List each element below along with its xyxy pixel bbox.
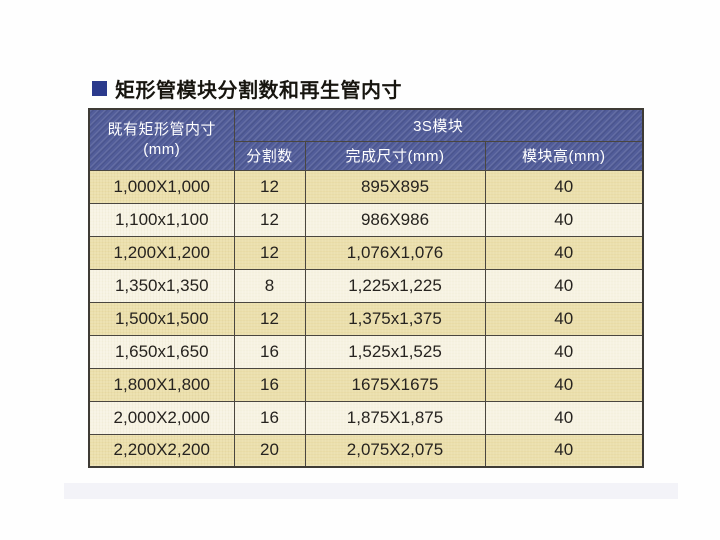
table-row: 1,100x1,100 12 986X986 40 — [88, 202, 644, 237]
cell-size: 1,000X1,000 — [88, 169, 235, 204]
cell-finished: 1,525x1,525 — [304, 334, 486, 369]
cell-height: 40 — [484, 235, 644, 270]
cell-divisions: 20 — [233, 433, 306, 468]
header-existing-size-line1: 既有矩形管内寸 — [107, 120, 216, 138]
cell-height: 40 — [484, 169, 644, 204]
module-division-table: 既有矩形管内寸 (mm) 3S模块 分割数 完成尺寸(mm) 模块高(mm) 1… — [88, 108, 645, 468]
table-header-row-sub: 分割数 完成尺寸(mm) 模块高(mm) — [89, 140, 644, 171]
header-divisions: 分割数 — [233, 140, 306, 171]
header-finished-size: 完成尺寸(mm) — [304, 140, 486, 171]
cell-finished: 986X986 — [304, 202, 486, 237]
table-row: 1,350x1,350 8 1,225x1,225 40 — [88, 268, 644, 303]
header-existing-size: 既有矩形管内寸 (mm) — [88, 108, 235, 171]
table-header-row-group: 既有矩形管内寸 (mm) 3S模块 — [88, 108, 644, 171]
cell-finished: 1,375x1,375 — [304, 301, 486, 336]
cell-size: 1,500x1,500 — [88, 301, 235, 336]
cell-finished: 2,075X2,075 — [304, 433, 486, 468]
table-row: 1,000X1,000 12 895X895 40 — [88, 169, 644, 204]
header-module-height: 模块高(mm) — [484, 140, 644, 171]
cell-divisions: 12 — [233, 202, 306, 237]
table-row: 2,200X2,200 20 2,075X2,075 40 — [88, 433, 644, 468]
cell-divisions: 12 — [233, 301, 306, 336]
cell-size: 1,350x1,350 — [88, 268, 235, 303]
page-title: 矩形管模块分割数和再生管内寸 — [92, 74, 402, 103]
cell-divisions: 12 — [233, 235, 306, 270]
cell-size: 1,800X1,800 — [88, 367, 235, 402]
cell-divisions: 16 — [233, 367, 306, 402]
table-row: 1,200X1,200 12 1,076X1,076 40 — [88, 235, 644, 270]
cell-finished: 1,875X1,875 — [304, 400, 486, 435]
header-existing-size-line2: (mm) — [143, 140, 181, 158]
table-row: 2,000X2,000 16 1,875X1,875 40 — [88, 400, 644, 435]
cell-height: 40 — [484, 334, 644, 369]
cell-divisions: 12 — [233, 169, 306, 204]
cell-height: 40 — [484, 400, 644, 435]
cell-height: 40 — [484, 301, 644, 336]
cell-divisions: 16 — [233, 334, 306, 369]
cell-divisions: 16 — [233, 400, 306, 435]
cell-finished: 1,225x1,225 — [304, 268, 486, 303]
page-title-text: 矩形管模块分割数和再生管内寸 — [115, 80, 402, 102]
cell-size: 2,000X2,000 — [88, 400, 235, 435]
scan-edge-shadow — [64, 483, 678, 499]
cell-finished: 1,076X1,076 — [304, 235, 486, 270]
cell-size: 1,650x1,650 — [88, 334, 235, 369]
table-row: 1,500x1,500 12 1,375x1,375 40 — [88, 301, 644, 336]
header-3s-module: 3S模块 — [233, 108, 644, 142]
cell-height: 40 — [484, 367, 644, 402]
cell-height: 40 — [484, 202, 644, 237]
cell-finished: 1675X1675 — [304, 367, 486, 402]
cell-size: 1,100x1,100 — [88, 202, 235, 237]
title-bullet-icon — [92, 81, 107, 96]
cell-divisions: 8 — [233, 268, 306, 303]
table-row: 1,800X1,800 16 1675X1675 40 — [88, 367, 644, 402]
table-row: 1,650x1,650 16 1,525x1,525 40 — [88, 334, 644, 369]
cell-finished: 895X895 — [304, 169, 486, 204]
cell-height: 40 — [484, 268, 644, 303]
cell-height: 40 — [484, 433, 644, 468]
cell-size: 1,200X1,200 — [88, 235, 235, 270]
cell-size: 2,200X2,200 — [88, 433, 235, 468]
